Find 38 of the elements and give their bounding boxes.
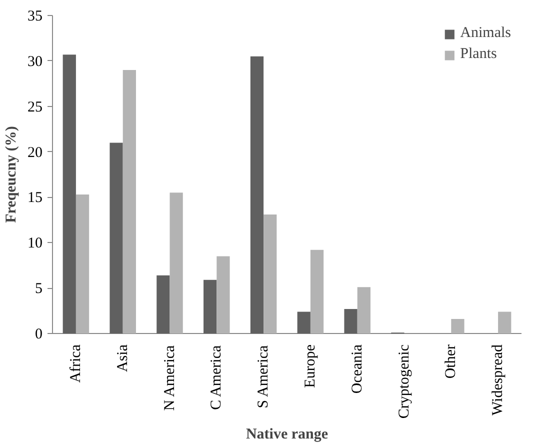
bar bbox=[264, 214, 277, 334]
x-tick-label: Asia bbox=[114, 344, 131, 372]
x-tick-label: Widespread bbox=[490, 344, 506, 416]
y-tick-label: 35 bbox=[28, 8, 42, 24]
bar bbox=[216, 256, 230, 334]
bar bbox=[62, 54, 76, 334]
bar bbox=[122, 70, 136, 334]
bar bbox=[297, 312, 310, 334]
y-tick-label: 5 bbox=[35, 281, 42, 298]
bar bbox=[357, 287, 370, 334]
bar bbox=[156, 275, 170, 334]
legend-label: Plants bbox=[460, 46, 497, 63]
bar bbox=[204, 280, 217, 334]
bar bbox=[76, 194, 90, 334]
x-tick-label: Europe bbox=[302, 344, 318, 388]
y-tick-label: 0 bbox=[35, 326, 42, 342]
x-tick-label: Oceania bbox=[349, 344, 366, 394]
x-axis-title: Native range bbox=[246, 426, 328, 443]
x-tick-label: Cryptogenic bbox=[396, 344, 412, 419]
y-tick-label: 10 bbox=[28, 236, 42, 252]
bar bbox=[110, 142, 123, 334]
bar bbox=[498, 312, 512, 334]
legend-label: Animals bbox=[460, 25, 511, 42]
x-tick-label: Other bbox=[443, 344, 460, 379]
y-tick-label: 30 bbox=[28, 54, 42, 70]
bar bbox=[344, 308, 358, 334]
bar bbox=[250, 56, 264, 334]
y-tick-label: 20 bbox=[28, 144, 42, 161]
x-tick-label: S America bbox=[256, 344, 272, 408]
y-tick-label: 25 bbox=[28, 99, 42, 116]
bar bbox=[170, 192, 183, 334]
x-tick-label: Africa bbox=[68, 344, 84, 383]
bar bbox=[310, 250, 324, 334]
x-tick-label: N America bbox=[162, 344, 178, 411]
y-tick-label: 15 bbox=[28, 190, 42, 206]
y-axis-title: Freqeucny (%) bbox=[4, 126, 20, 223]
x-tick-label: C America bbox=[208, 344, 225, 410]
bar bbox=[451, 318, 464, 334]
